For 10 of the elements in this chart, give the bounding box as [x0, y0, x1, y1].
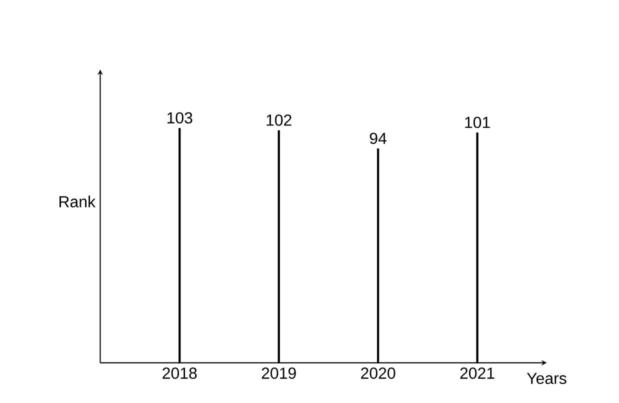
x-axis-title: Years [526, 372, 566, 384]
data-label: 103 [167, 112, 192, 124]
y-axis-title: Rank [60, 196, 96, 208]
x-tick-label: 2021 [460, 367, 494, 379]
data-label: 94 [370, 132, 386, 144]
x-tick-label: 2020 [361, 367, 396, 379]
x-tick-label: 2018 [162, 367, 197, 379]
data-label: 102 [266, 114, 292, 126]
x-tick-label: 2019 [262, 367, 296, 379]
data-label: 101 [465, 116, 490, 128]
